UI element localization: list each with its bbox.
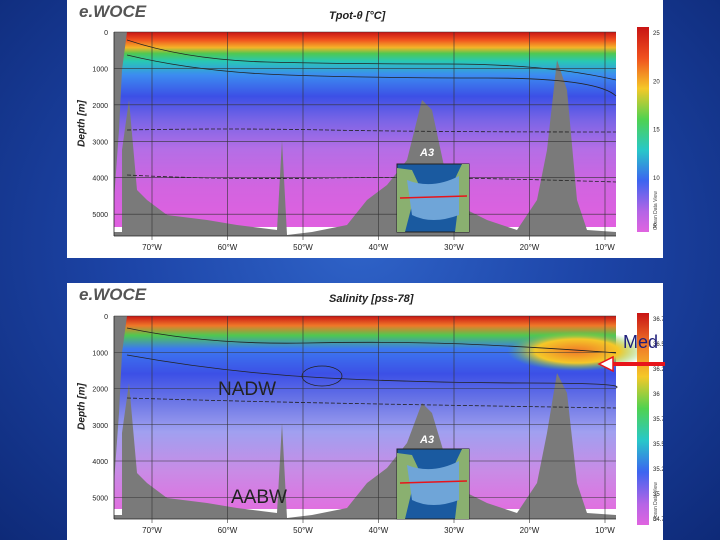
- x-tick-labels: 70°W 60°W 50°W 40°W 30°W 20°W 10°W: [142, 243, 615, 252]
- x-tick-label: 10°W: [595, 526, 615, 535]
- x-tick-label: 60°W: [218, 526, 238, 535]
- gridlines: [114, 315, 616, 523]
- colorbar-tick-label: 35: [653, 492, 660, 498]
- y-tick-label: 5000: [92, 212, 108, 219]
- med-label: Med: [623, 332, 659, 352]
- x-tick-label: 20°W: [520, 243, 540, 252]
- colorbar-tick-label: 35.5: [653, 442, 663, 448]
- bathymetry-mask: [114, 373, 616, 519]
- x-tick-label: 10°W: [595, 243, 615, 252]
- colorbar-tick-labels: 25 20 15 10 5: [653, 31, 660, 230]
- salinity-section-panel: e.WOCE Salinity [pss-78] Depth [m]: [67, 283, 663, 540]
- isohaline-line: [126, 397, 617, 409]
- y-tick-labels: 0 1000 2000 3000 4000 5000: [92, 30, 108, 219]
- colorbar-tick-label: 36: [653, 392, 660, 398]
- colorbar-tick-label: 34.75: [653, 517, 663, 523]
- colorbar-tick-label: 36.75: [653, 317, 663, 323]
- salinity-plot: 0 1000 2000 3000 4000 5000 70°W 60°W 50°W 40°W 30…: [92, 313, 663, 535]
- aabw-label: AABW: [231, 487, 287, 508]
- x-tick-labels: 70°W 60°W 50°W 40°W 30°W 20°W 10°W: [142, 526, 615, 535]
- colorbar-note: Ocean Data View: [653, 482, 659, 521]
- temperature-plot: 0 1000 2000 3000 4000 5000 70°W 60°W 50°W 40°W 30…: [92, 27, 660, 252]
- colorbar-note: Ocean Data View: [653, 191, 659, 230]
- isotherm-line: [126, 128, 617, 133]
- coastal-mask: [114, 316, 127, 483]
- y-tick-label: 1000: [92, 350, 108, 357]
- brand-logo-text: e.WOCE: [79, 285, 147, 304]
- temperature-section-panel: e.WOCE Tpot-θ [°C] Depth [m]: [67, 0, 663, 258]
- isohaline-line: [301, 365, 343, 387]
- colorbar-tick-label: 5: [653, 224, 657, 230]
- colorbar-tick-label: 36.25: [653, 367, 663, 373]
- colorbar-tick-label: 25: [653, 31, 660, 37]
- x-tick-label: 70°W: [142, 243, 162, 252]
- y-tick-label: 3000: [92, 423, 108, 430]
- colorbar-tick-label: 36.5: [653, 342, 663, 348]
- isohaline-line: [126, 327, 617, 354]
- y-tick-label: 0: [104, 314, 108, 321]
- colorbar-tick-label: 35.25: [653, 467, 663, 473]
- y-tick-label: 5000: [92, 495, 108, 502]
- coastal-mask: [114, 32, 127, 200]
- colorbar-tick-labels: 36.75 36.5 36.25 36 35.75 35.5 35.25 35 34.75: [653, 317, 663, 523]
- location-inset-map: [396, 163, 470, 233]
- temperature-field: [114, 32, 616, 227]
- x-tick-label: 30°W: [444, 526, 464, 535]
- x-tick-label: 20°W: [520, 526, 540, 535]
- x-tick-label: 60°W: [218, 243, 238, 252]
- colorbar-tick-label: 20: [653, 79, 660, 85]
- x-tick-label: 40°W: [369, 243, 389, 252]
- inset-label: A3: [419, 434, 434, 446]
- y-tick-label: 2000: [92, 103, 108, 110]
- y-tick-label: 4000: [92, 176, 108, 183]
- isotherm-line: [126, 54, 617, 97]
- gridlines: [114, 31, 616, 240]
- colorbar-tick-label: 15: [653, 128, 660, 134]
- brand-logo-text: e.WOCE: [79, 2, 147, 21]
- bathymetry-mask: [114, 60, 616, 236]
- y-tick-labels: 0 1000 2000 3000 4000 5000: [92, 314, 108, 502]
- colorbar: [637, 27, 649, 232]
- x-tick-label: 40°W: [369, 526, 389, 535]
- colorbar-tick-label: 10: [653, 176, 660, 182]
- med-arrow: [597, 355, 665, 373]
- chart-title: Tpot-θ [°C]: [329, 10, 386, 22]
- y-tick-label: 1000: [92, 66, 108, 73]
- y-tick-label: 0: [104, 30, 108, 37]
- nadw-label: NADW: [218, 379, 277, 400]
- inset-label: A3: [419, 147, 434, 159]
- location-inset-map: [396, 448, 470, 520]
- x-tick-label: 50°W: [293, 243, 313, 252]
- x-tick-label: 50°W: [293, 526, 313, 535]
- chart-title: Salinity [pss-78]: [329, 293, 414, 305]
- x-tick-label: 70°W: [142, 526, 162, 535]
- y-tick-label: 3000: [92, 139, 108, 146]
- y-tick-label: 2000: [92, 387, 108, 394]
- colorbar-tick-label: 35.75: [653, 417, 663, 423]
- x-tick-label: 30°W: [444, 243, 464, 252]
- isohaline-line: [126, 354, 618, 389]
- y-tick-label: 4000: [92, 459, 108, 466]
